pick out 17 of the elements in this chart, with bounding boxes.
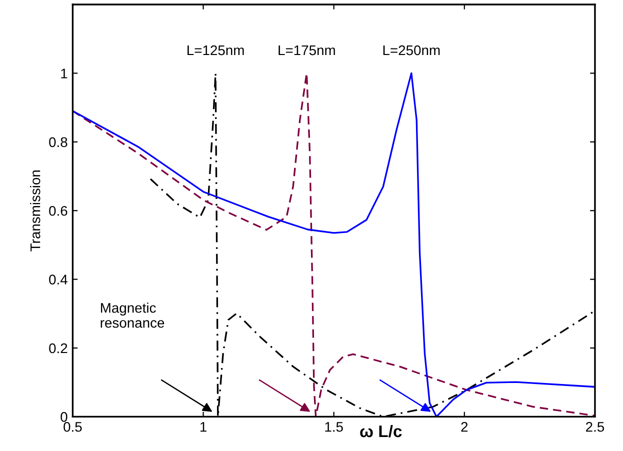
series-label: L=250nm	[383, 45, 440, 56]
x-axis-title: ω L/c	[360, 424, 402, 438]
annotation: Magnetic resonance	[100, 302, 164, 328]
y-tick-label: 0.6	[49, 206, 68, 216]
x-tick-label: 1	[200, 422, 206, 432]
x-tick-label: 0.5	[64, 422, 82, 432]
y-tick-label: 0.4	[49, 274, 68, 284]
series-label: L=175nm	[278, 45, 335, 56]
y-tick-label: 1	[61, 68, 68, 78]
y-tick-label: 0	[60, 412, 68, 422]
x-tick-label: 1.5	[325, 422, 343, 432]
series-label: L=125nm	[188, 45, 244, 56]
y-tick-label: 0.2	[49, 343, 68, 354]
x-tick-label: 2.5	[586, 422, 604, 432]
y-tick-label: 0.8	[49, 137, 68, 148]
y-axis-title: Transmission	[30, 170, 40, 252]
x-tick-label: 2	[461, 422, 468, 432]
